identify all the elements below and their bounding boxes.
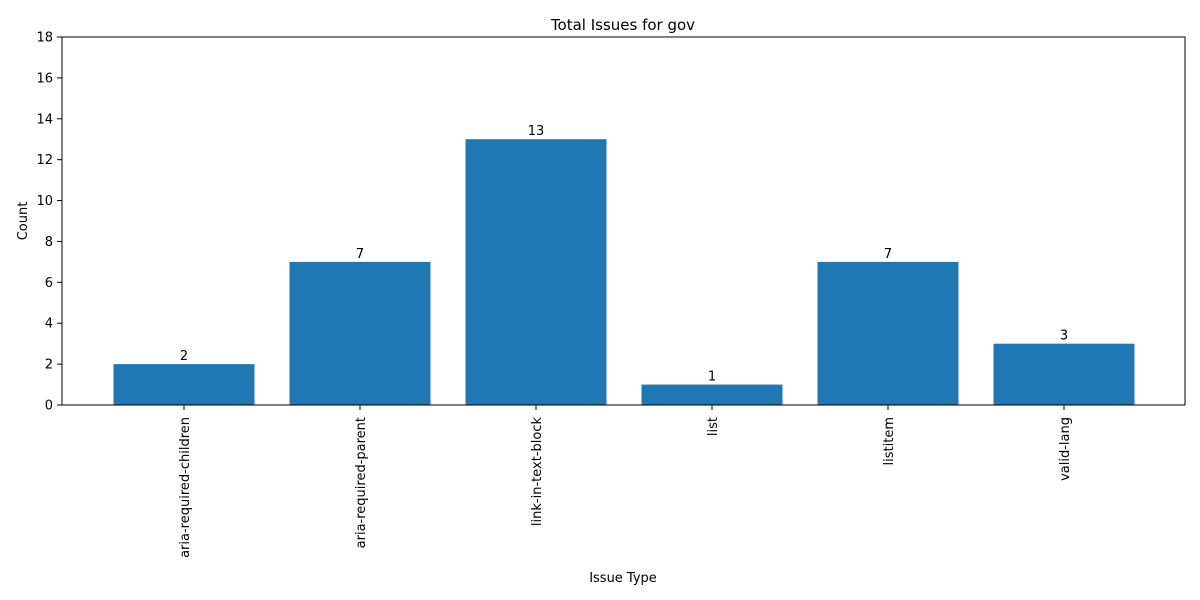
x-tick-label-aria-required-children: aria-required-children xyxy=(178,417,193,558)
value-label-list: 1 xyxy=(708,370,716,385)
bar-listitem xyxy=(817,261,959,405)
bar-aria-required-children xyxy=(113,364,255,405)
y-axis-label: Count xyxy=(16,202,31,241)
x-tick-label-aria-required-parent: aria-required-parent xyxy=(354,417,369,548)
y-tick-label: 4 xyxy=(45,317,53,332)
y-tick-label: 14 xyxy=(36,112,53,127)
chart-title: Total Issues for gov xyxy=(550,16,695,34)
y-tick-label: 10 xyxy=(36,194,53,209)
y-tick-label: 6 xyxy=(45,276,53,291)
bar-link-in-text-block xyxy=(465,139,607,405)
bar-valid-lang xyxy=(993,343,1135,405)
x-tick-label-listitem: listitem xyxy=(882,417,897,465)
y-tick-label: 18 xyxy=(36,31,53,46)
value-label-listitem: 7 xyxy=(884,247,892,262)
y-tick-label: 2 xyxy=(45,358,53,373)
plot-content: 2 7 13 1 7 3 xyxy=(113,124,1135,405)
bar-aria-required-parent xyxy=(289,261,431,405)
x-axis-label: Issue Type xyxy=(589,571,657,586)
y-tick-label: 12 xyxy=(36,153,53,168)
x-tick-label-link-in-text-block: link-in-text-block xyxy=(530,417,545,527)
y-axis-label-group: Count xyxy=(16,202,31,241)
y-tick-label: 0 xyxy=(45,399,53,414)
value-label-valid-lang: 3 xyxy=(1060,329,1068,344)
y-tick-label: 16 xyxy=(36,71,53,86)
value-label-aria-required-parent: 7 xyxy=(356,247,364,262)
value-label-link-in-text-block: 13 xyxy=(528,124,545,139)
x-tick-label-list: list xyxy=(706,417,721,436)
x-tick-label-valid-lang: valid-lang xyxy=(1058,417,1073,481)
value-label-aria-required-children: 2 xyxy=(180,349,188,364)
y-tick-label: 8 xyxy=(45,235,53,250)
plot-frame xyxy=(61,36,1186,406)
bar-list xyxy=(641,384,783,405)
